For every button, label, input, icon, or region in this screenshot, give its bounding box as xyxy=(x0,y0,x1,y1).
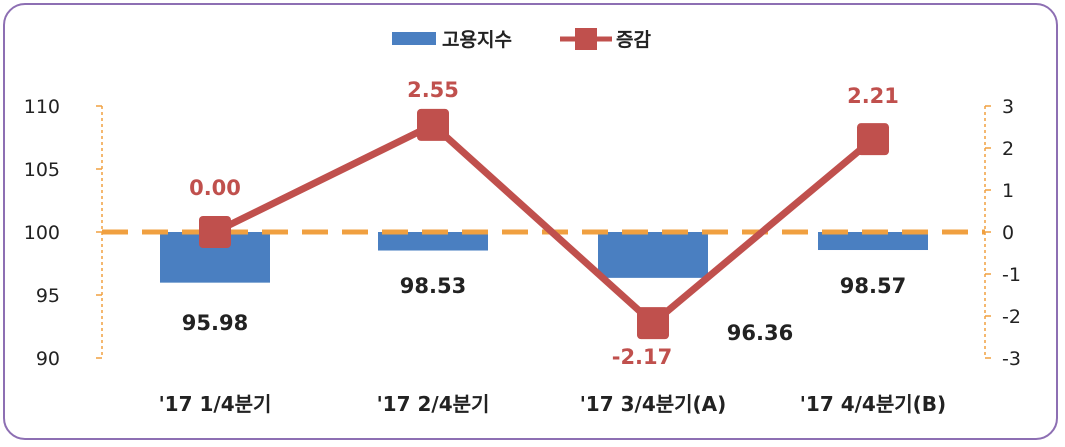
legend: 고용지수 증감 xyxy=(392,28,651,51)
category-label: '17 4/4분기(B) xyxy=(800,392,946,416)
line-path xyxy=(213,121,876,327)
line-marker xyxy=(417,108,449,141)
left-axis-tick-label: 90 xyxy=(36,348,60,370)
right-axis-tick-label: 1 xyxy=(1002,180,1014,202)
left-axis-tick-label: 100 xyxy=(24,222,60,244)
line-marker xyxy=(857,123,889,156)
line-marker xyxy=(199,216,231,248)
line-data-label: 2.21 xyxy=(847,84,899,108)
left-axis-tick-label: 95 xyxy=(36,285,60,307)
category-label: '17 3/4분기(A) xyxy=(580,392,727,416)
bars xyxy=(160,232,928,283)
legend-bar-swatch xyxy=(392,32,436,45)
axes: 90 95 100 105 110 -3 -2 -1 0 1 2 3 '17 1/4분기 '17 2/4분… xyxy=(24,96,1021,416)
right-axis-tick-label: 0 xyxy=(1002,222,1014,244)
bar-data-label: 95.98 xyxy=(182,311,248,335)
chart-frame xyxy=(3,3,1058,440)
bar-data-label: 96.36 xyxy=(727,321,793,345)
right-axis-tick-label: -3 xyxy=(1002,348,1021,370)
bar-data-label: 98.53 xyxy=(400,274,466,298)
bar xyxy=(378,232,488,251)
bar-data-label: 98.57 xyxy=(840,274,906,298)
bar xyxy=(598,232,708,278)
right-axis-tick-label: -1 xyxy=(1002,264,1021,286)
legend-line-marker xyxy=(575,28,597,50)
data-labels: 95.98 98.53 96.36 98.57 0.00 2.55 -2.17 2.21 xyxy=(182,78,906,369)
category-label: '17 1/4분기 xyxy=(159,392,272,416)
left-axis-tick-label: 105 xyxy=(24,159,60,181)
line-marker xyxy=(637,307,669,340)
left-axis-tick-label: 110 xyxy=(24,96,60,118)
bar xyxy=(818,232,928,251)
line-data-label: -2.17 xyxy=(612,345,673,369)
legend-line-label: 증감 xyxy=(616,29,651,51)
legend-bar-label: 고용지수 xyxy=(442,29,512,51)
right-axis-tick-label: 3 xyxy=(1002,96,1014,118)
right-axis-tick-label: 2 xyxy=(1002,138,1014,160)
right-axis-tick-label: -2 xyxy=(1002,306,1021,328)
category-label: '17 2/4분기 xyxy=(377,392,490,416)
line-series xyxy=(199,108,889,340)
line-data-label: 2.55 xyxy=(407,78,459,102)
line-data-label: 0.00 xyxy=(189,176,241,200)
